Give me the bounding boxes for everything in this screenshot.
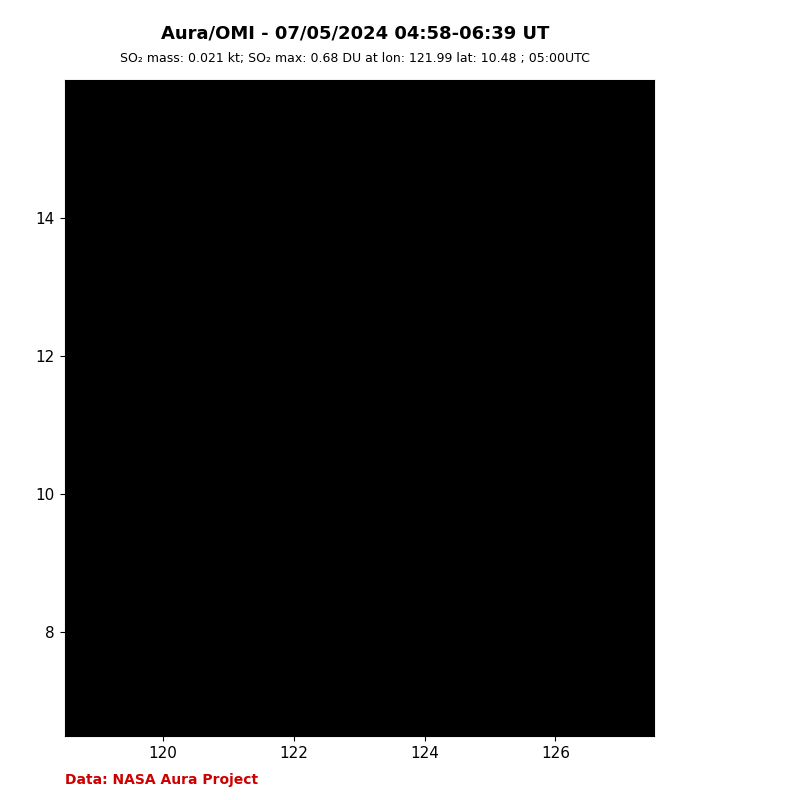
Text: Data: NASA Aura Project: Data: NASA Aura Project xyxy=(65,773,257,787)
Text: SO₂ mass: 0.021 kt; SO₂ max: 0.68 DU at lon: 121.99 lat: 10.48 ; 05:00UTC: SO₂ mass: 0.021 kt; SO₂ max: 0.68 DU at … xyxy=(120,52,590,65)
Text: Aura/OMI - 07/05/2024 04:58-06:39 UT: Aura/OMI - 07/05/2024 04:58-06:39 UT xyxy=(161,24,550,42)
